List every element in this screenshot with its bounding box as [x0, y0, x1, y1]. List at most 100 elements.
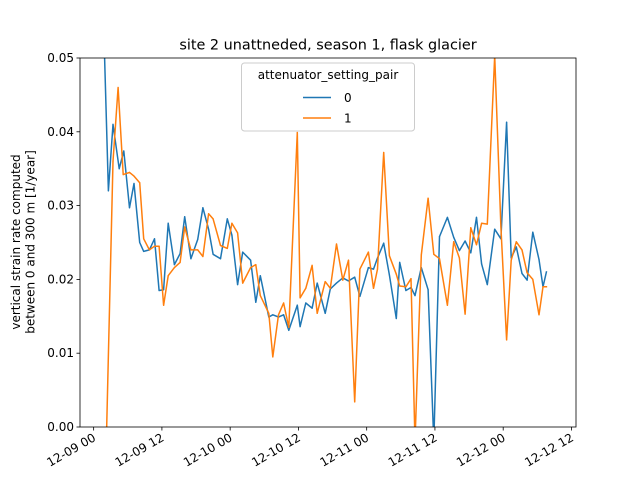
data-point-series-1 [197, 249, 199, 251]
data-point-series-0 [521, 272, 523, 275]
data-point-series-1 [226, 247, 228, 250]
y-tick-label: 0.00 [47, 420, 74, 434]
data-point-series-1 [538, 314, 540, 316]
data-point-series-0 [395, 317, 397, 320]
data-point-series-0 [226, 218, 228, 220]
data-point-series-1 [515, 241, 517, 243]
data-point-series-1 [427, 197, 429, 199]
data-point-series-0 [255, 301, 257, 303]
data-point-series-1 [219, 244, 222, 247]
data-point-series-0 [335, 282, 338, 284]
data-point-series-1 [399, 285, 401, 287]
data-point-series-1 [202, 255, 204, 258]
data-point-series-1 [106, 425, 108, 427]
data-point-series-1 [367, 251, 369, 253]
data-point-series-1 [173, 266, 176, 269]
data-point-series-0 [283, 314, 285, 316]
y-tick-label: 0.04 [47, 125, 74, 139]
data-point-series-1 [255, 264, 257, 266]
data-point-series-1 [388, 255, 391, 257]
data-point-series-1 [475, 244, 478, 246]
data-point-series-1 [395, 273, 397, 275]
data-point-series-0 [212, 253, 214, 255]
y-axis: 0.00 0.01 0.02 0.03 0.04 0.05 [47, 51, 80, 434]
data-point-series-1 [316, 312, 318, 314]
data-point-series-0 [311, 307, 313, 309]
data-point-series-0 [167, 222, 169, 224]
data-point-series-0 [128, 207, 131, 209]
data-point-series-1 [470, 227, 472, 229]
data-point-series-0 [197, 238, 199, 241]
data-point-series-1 [299, 297, 301, 299]
legend-title: attenuator_setting_pair [258, 68, 399, 82]
y-tick-label: 0.02 [47, 272, 74, 286]
y-tick-label: 0.05 [47, 51, 74, 65]
data-point-series-1 [383, 151, 385, 154]
data-point-series-0 [107, 190, 110, 192]
data-point-series-0 [464, 240, 466, 242]
data-point-series-0 [133, 182, 135, 185]
data-point-series-0 [506, 121, 508, 123]
legend: attenuator_setting_pair 0 1 [241, 62, 415, 132]
data-point-series-1 [190, 249, 192, 251]
data-point-series-0 [458, 250, 460, 252]
series-layer [103, 58, 548, 427]
data-point-series-0 [250, 259, 252, 261]
data-point-series-0 [139, 241, 141, 244]
chart-title: site 2 unattneded, season 1, flask glaci… [179, 38, 476, 54]
data-point-series-1 [250, 266, 252, 269]
data-point-series-1 [420, 254, 422, 256]
plot-area-frame [79, 57, 577, 428]
data-point-series-0 [438, 235, 441, 238]
data-point-series-1 [158, 245, 160, 247]
legend-label-series-1: 1 [344, 112, 352, 126]
data-point-series-1 [184, 226, 186, 228]
data-point-series-0 [486, 283, 488, 286]
data-point-series-1 [500, 226, 502, 228]
data-point-series-0 [367, 266, 369, 269]
data-point-series-0 [143, 250, 145, 252]
data-point-series-0 [184, 216, 186, 218]
data-point-series-0 [259, 275, 261, 277]
data-point-series-1 [438, 258, 441, 260]
data-point-series-1 [179, 261, 181, 264]
data-point-series-0 [475, 216, 478, 219]
data-point-series-0 [179, 252, 181, 255]
data-point-series-0 [112, 123, 114, 126]
data-point-series-1 [506, 339, 508, 341]
data-point-series-0 [414, 295, 416, 297]
data-point-series-1 [133, 175, 135, 177]
data-point-series-1 [532, 278, 534, 280]
data-point-series-0 [480, 263, 483, 265]
data-point-series-0 [545, 271, 548, 273]
data-point-series-0 [153, 238, 156, 240]
data-point-series-0 [388, 274, 391, 276]
data-point-series-0 [453, 236, 455, 238]
data-point-series-0 [383, 242, 385, 244]
data-point-series-0 [354, 276, 356, 278]
data-point-series-0 [299, 326, 301, 328]
data-point-series-1 [405, 286, 407, 288]
data-point-series-1 [410, 278, 412, 280]
data-point-series-1 [458, 257, 460, 259]
data-point-series-1 [335, 243, 338, 245]
data-point-series-0 [526, 279, 528, 281]
data-point-series-1 [212, 218, 214, 220]
data-point-series-1 [268, 312, 270, 314]
data-point-series-1 [510, 259, 512, 261]
data-point-series-0 [272, 314, 274, 316]
data-point-series-1 [305, 287, 307, 289]
data-point-series-0 [427, 289, 429, 291]
data-point-series-0 [405, 289, 407, 292]
data-point-series-1 [521, 249, 523, 251]
data-point-series-0 [316, 282, 318, 284]
data-point-series-1 [480, 222, 483, 224]
data-point-series-1 [464, 313, 466, 315]
data-point-series-1 [542, 286, 544, 288]
data-point-series-0 [242, 251, 244, 253]
data-point-series-1 [112, 160, 114, 162]
data-point-series-0 [305, 302, 307, 304]
data-point-series-0 [372, 268, 375, 270]
data-point-series-1 [354, 401, 356, 403]
